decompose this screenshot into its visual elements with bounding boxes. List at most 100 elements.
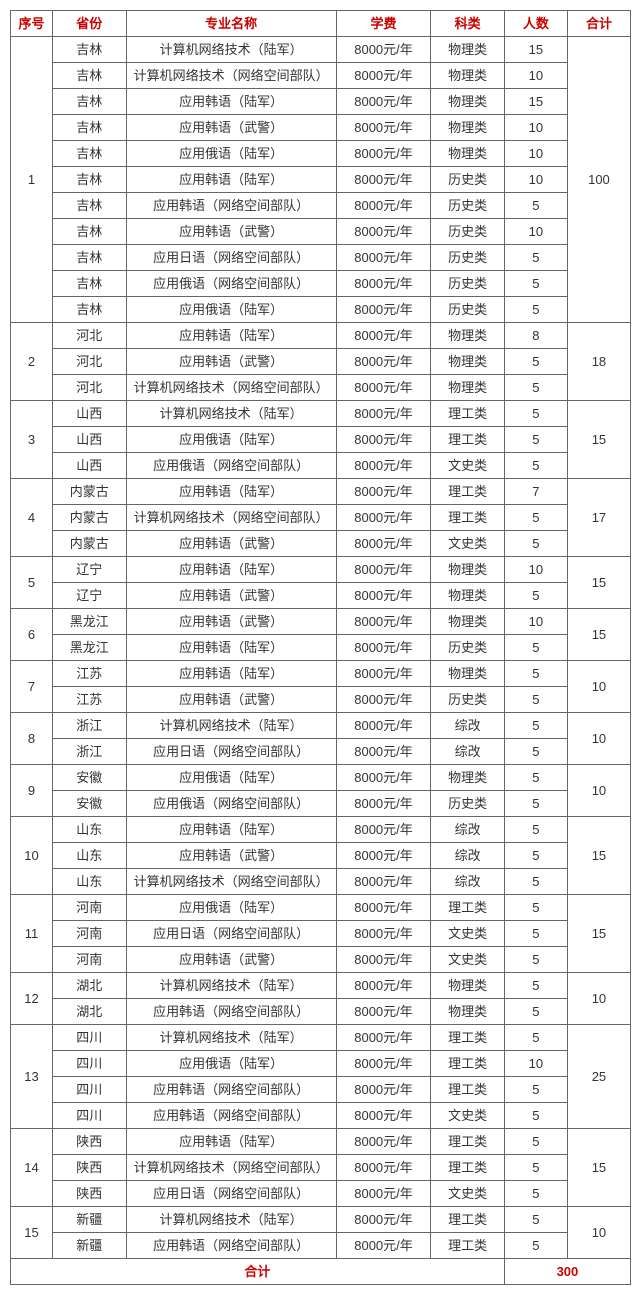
cell-major: 应用韩语（网络空间部队） [126,193,336,219]
cell-total: 15 [567,1129,630,1207]
cell-fee: 8000元/年 [336,427,431,453]
cell-count: 10 [504,1051,567,1077]
cell-subject: 文史类 [431,947,505,973]
cell-count: 5 [504,713,567,739]
cell-major: 应用俄语（网络空间部队） [126,271,336,297]
header-province: 省份 [53,11,127,37]
cell-province: 新疆 [53,1233,127,1259]
cell-province: 吉林 [53,219,127,245]
cell-total: 18 [567,323,630,401]
cell-province: 吉林 [53,89,127,115]
cell-count: 5 [504,427,567,453]
table-row: 新疆应用韩语（网络空间部队）8000元/年理工类5 [11,1233,631,1259]
cell-fee: 8000元/年 [336,115,431,141]
cell-province: 吉林 [53,115,127,141]
cell-seq: 12 [11,973,53,1025]
table-row: 陕西应用日语（网络空间部队）8000元/年文史类5 [11,1181,631,1207]
cell-province: 山东 [53,817,127,843]
cell-seq: 9 [11,765,53,817]
cell-count: 10 [504,141,567,167]
table-row: 江苏应用韩语（武警）8000元/年历史类5 [11,687,631,713]
cell-subject: 理工类 [431,1207,505,1233]
cell-province: 辽宁 [53,583,127,609]
cell-major: 应用韩语（陆军） [126,817,336,843]
table-row: 8浙江计算机网络技术（陆军）8000元/年综改510 [11,713,631,739]
cell-fee: 8000元/年 [336,661,431,687]
cell-major: 计算机网络技术（陆军） [126,713,336,739]
cell-province: 河南 [53,895,127,921]
cell-province: 新疆 [53,1207,127,1233]
cell-province: 陕西 [53,1155,127,1181]
cell-fee: 8000元/年 [336,505,431,531]
cell-subject: 历史类 [431,687,505,713]
cell-subject: 理工类 [431,505,505,531]
cell-fee: 8000元/年 [336,63,431,89]
cell-fee: 8000元/年 [336,37,431,63]
cell-major: 计算机网络技术（网络空间部队） [126,375,336,401]
cell-province: 湖北 [53,999,127,1025]
cell-major: 应用俄语（陆军） [126,765,336,791]
cell-major: 应用韩语（武警） [126,947,336,973]
cell-fee: 8000元/年 [336,1077,431,1103]
table-row: 辽宁应用韩语（武警）8000元/年物理类5 [11,583,631,609]
table-row: 吉林应用韩语（陆军）8000元/年历史类10 [11,167,631,193]
cell-count: 5 [504,245,567,271]
table-row: 四川应用韩语（网络空间部队）8000元/年理工类5 [11,1077,631,1103]
header-subject: 科类 [431,11,505,37]
cell-province: 四川 [53,1051,127,1077]
cell-seq: 3 [11,401,53,479]
cell-subject: 物理类 [431,765,505,791]
cell-fee: 8000元/年 [336,947,431,973]
table-row: 3山西计算机网络技术（陆军）8000元/年理工类515 [11,401,631,427]
cell-count: 5 [504,921,567,947]
table-row: 6黑龙江应用韩语（武警）8000元/年物理类1015 [11,609,631,635]
cell-fee: 8000元/年 [336,323,431,349]
header-major: 专业名称 [126,11,336,37]
table-row: 吉林计算机网络技术（网络空间部队）8000元/年物理类10 [11,63,631,89]
table-row: 吉林应用韩语（武警）8000元/年物理类10 [11,115,631,141]
cell-major: 计算机网络技术（网络空间部队） [126,63,336,89]
table-row: 吉林应用俄语（陆军）8000元/年物理类10 [11,141,631,167]
cell-fee: 8000元/年 [336,609,431,635]
header-seq: 序号 [11,11,53,37]
cell-fee: 8000元/年 [336,713,431,739]
cell-major: 应用俄语（陆军） [126,141,336,167]
cell-fee: 8000元/年 [336,869,431,895]
cell-subject: 理工类 [431,1155,505,1181]
cell-major: 应用韩语（陆军） [126,89,336,115]
table-row: 9安徽应用俄语（陆军）8000元/年物理类510 [11,765,631,791]
cell-subject: 理工类 [431,1233,505,1259]
cell-subject: 文史类 [431,1181,505,1207]
cell-subject: 综改 [431,713,505,739]
table-row: 山西应用俄语（网络空间部队）8000元/年文史类5 [11,453,631,479]
table-row: 11河南应用俄语（陆军）8000元/年理工类515 [11,895,631,921]
cell-province: 河北 [53,375,127,401]
cell-fee: 8000元/年 [336,1129,431,1155]
cell-count: 5 [504,817,567,843]
cell-fee: 8000元/年 [336,531,431,557]
cell-count: 5 [504,635,567,661]
cell-fee: 8000元/年 [336,89,431,115]
cell-fee: 8000元/年 [336,479,431,505]
cell-fee: 8000元/年 [336,219,431,245]
cell-count: 5 [504,869,567,895]
cell-total: 17 [567,479,630,557]
cell-province: 浙江 [53,713,127,739]
cell-major: 应用日语（网络空间部队） [126,921,336,947]
cell-subject: 理工类 [431,1025,505,1051]
cell-major: 应用韩语（陆军） [126,323,336,349]
table-row: 吉林应用韩语（陆军）8000元/年物理类15 [11,89,631,115]
cell-subject: 理工类 [431,1129,505,1155]
cell-count: 8 [504,323,567,349]
table-row: 吉林应用日语（网络空间部队）8000元/年历史类5 [11,245,631,271]
cell-total: 15 [567,609,630,661]
cell-seq: 1 [11,37,53,323]
cell-subject: 历史类 [431,297,505,323]
cell-province: 河南 [53,947,127,973]
cell-fee: 8000元/年 [336,687,431,713]
cell-total: 25 [567,1025,630,1129]
table-row: 吉林应用韩语（武警）8000元/年历史类10 [11,219,631,245]
cell-province: 四川 [53,1077,127,1103]
cell-fee: 8000元/年 [336,1155,431,1181]
cell-fee: 8000元/年 [336,739,431,765]
